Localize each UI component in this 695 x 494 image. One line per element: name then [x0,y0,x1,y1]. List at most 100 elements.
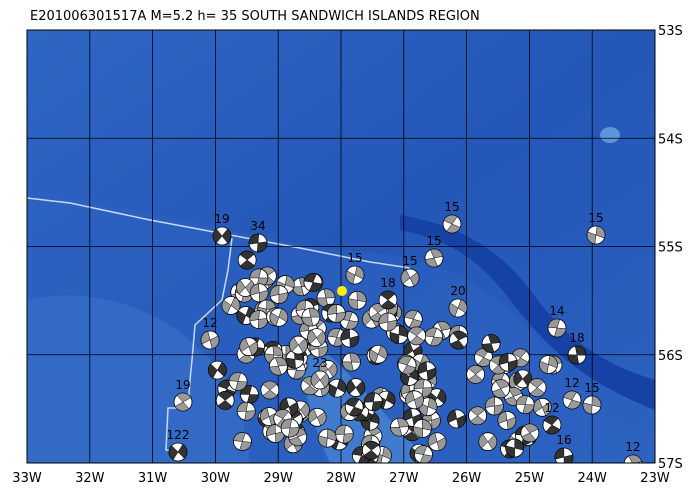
beachball-quadrant [285,357,296,369]
beachball-quadrant [408,326,424,337]
beachball-quadrant [421,419,432,431]
beachball-quadrant [345,320,359,330]
beachball-quadrant [427,397,438,411]
beachball-quadrant [248,233,260,245]
beachball-quadrant [248,341,259,356]
beachball-quadrant [335,311,346,323]
beachball-quadrant [295,300,306,312]
beachball-quadrant [362,311,372,326]
beachball-quadrant [470,406,485,417]
beachball-quadrant [514,438,524,451]
lon-label: 24W [577,471,607,486]
beachball-quadrant [310,372,321,387]
lon-label: 27W [389,471,419,486]
beachball-quadrant [239,337,250,353]
beachball-quadrant [236,401,249,412]
beachball-quadrant [342,361,354,372]
beachball-quadrant [513,370,524,386]
beachball-quadrant [326,428,337,442]
beachball-quadrant [382,446,392,460]
map-title: E201006301517A M=5.2 h= 35 SOUTH SANDWIC… [30,9,480,24]
beachball-quadrant [230,296,241,312]
beachball-quadrant [345,397,360,408]
beachball-quadrant [431,417,441,430]
beachball-quadrant [468,365,484,375]
lon-label: 29W [263,471,293,486]
beachball-quadrant [378,312,389,325]
beachball-quadrant [177,444,188,459]
depth-label: 12 [202,316,217,330]
beachball-quadrant [316,411,327,426]
beachball-quadrant [624,464,637,473]
depth-label: 12 [564,376,579,390]
beachball-quadrant [414,395,424,409]
beachball-quadrant [301,316,314,327]
beachball-quadrant [308,408,318,423]
lon-label: 26W [452,471,482,486]
beachball-quadrant [168,445,179,460]
lat-label: 54S [658,132,683,147]
beachball-quadrant [356,291,367,303]
beachball-quadrant [512,348,527,359]
beachball-quadrant [293,369,306,380]
beachball-quadrant [515,395,528,405]
beachball-quadrant [272,345,283,357]
beachball-quadrant [437,321,451,331]
beachball-quadrant [323,288,336,299]
beachball-quadrant [491,388,507,398]
beachball-quadrant [318,345,329,358]
beachball-quadrant [427,432,438,447]
beachball-quadrant [380,290,396,301]
beachball-quadrant [470,415,485,425]
depth-label: 12 [625,440,640,454]
beachball-quadrant [238,353,254,364]
beachball-quadrant [249,310,260,322]
beachball-quadrant [396,417,409,428]
lon-label: 23W [640,471,670,486]
beachball-quadrant [176,392,192,403]
beachball-quadrant [349,352,361,363]
beachball-quadrant [368,349,379,364]
beachball-quadrant [574,345,587,356]
beachball-quadrant [436,437,447,451]
seamount [600,127,620,143]
beachball-quadrant [262,380,278,391]
beachball-quadrant [239,259,255,270]
beachball-quadrant [317,435,328,448]
beachball-quadrant [316,330,326,346]
beachball-quadrant [233,432,246,442]
plate-boundary [165,237,233,453]
lon-label: 33W [12,471,42,486]
beachball-quadrant [628,454,642,463]
beachball-quadrant [228,372,242,382]
beachball-quadrant [505,445,515,458]
beachball-quadrant [545,424,561,435]
beachball-quadrant [288,436,303,447]
beachball-quadrant [443,214,458,225]
depth-label: 14 [549,304,564,318]
depth-label: 15 [444,200,459,214]
beachball-quadrant [355,380,366,396]
beachball-quadrant [595,225,606,239]
beachball-quadrant [345,270,356,285]
beachball-quadrant [404,431,419,442]
beachball-quadrant [300,402,310,418]
beachball-quadrant [278,292,289,304]
beachball-quadrant [249,283,260,296]
beachball-quadrant [457,299,468,314]
beachball-quadrant [212,228,223,244]
beachball-quadrant [284,275,295,289]
beachball-quadrant [529,378,545,388]
beachball-quadrant [200,330,211,345]
lon-label: 32W [75,471,105,486]
beachball-quadrant [446,223,461,234]
beachball-quadrant [426,367,437,381]
focal-mechanisms: 19 15 15 34 15 15 18 20 14 18 12 19 122 12 15 16 12 23 12 1… [167,200,643,473]
beachball-quadrant [409,335,425,346]
beachball-quadrant [346,379,357,395]
beachball-quadrant [308,307,321,318]
beachball-quadrant [497,411,508,424]
beachball-quadrant [522,404,535,414]
beachball-quadrant [239,441,252,451]
